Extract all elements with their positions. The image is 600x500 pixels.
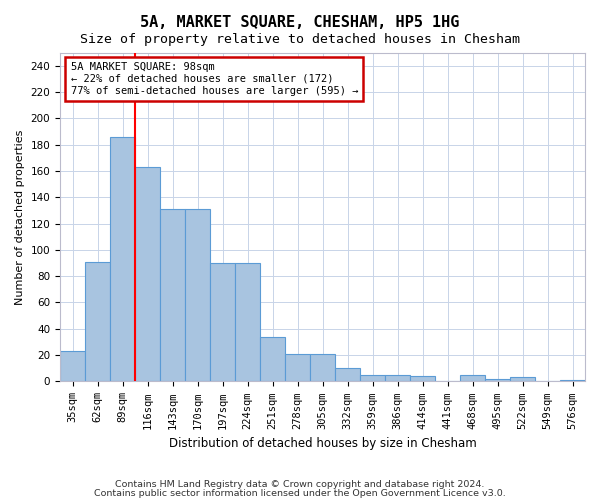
Text: Contains public sector information licensed under the Open Government Licence v3: Contains public sector information licen…: [94, 489, 506, 498]
Y-axis label: Number of detached properties: Number of detached properties: [15, 130, 25, 304]
Bar: [235, 263, 260, 382]
Bar: [210, 263, 235, 382]
Bar: [385, 375, 410, 382]
Bar: [460, 375, 485, 382]
Bar: [110, 136, 135, 382]
Text: 5A, MARKET SQUARE, CHESHAM, HP5 1HG: 5A, MARKET SQUARE, CHESHAM, HP5 1HG: [140, 15, 460, 30]
Bar: [510, 378, 535, 382]
Bar: [310, 354, 335, 382]
Text: Size of property relative to detached houses in Chesham: Size of property relative to detached ho…: [80, 32, 520, 46]
Bar: [260, 336, 285, 382]
Bar: [335, 368, 360, 382]
Bar: [360, 375, 385, 382]
Text: 5A MARKET SQUARE: 98sqm
← 22% of detached houses are smaller (172)
77% of semi-d: 5A MARKET SQUARE: 98sqm ← 22% of detache…: [71, 62, 358, 96]
Text: Contains HM Land Registry data © Crown copyright and database right 2024.: Contains HM Land Registry data © Crown c…: [115, 480, 485, 489]
Bar: [160, 209, 185, 382]
Bar: [60, 351, 85, 382]
X-axis label: Distribution of detached houses by size in Chesham: Distribution of detached houses by size …: [169, 437, 476, 450]
Bar: [85, 262, 110, 382]
Bar: [560, 380, 585, 382]
Bar: [485, 379, 510, 382]
Bar: [285, 354, 310, 382]
Bar: [135, 167, 160, 382]
Bar: [410, 376, 435, 382]
Bar: [185, 209, 210, 382]
